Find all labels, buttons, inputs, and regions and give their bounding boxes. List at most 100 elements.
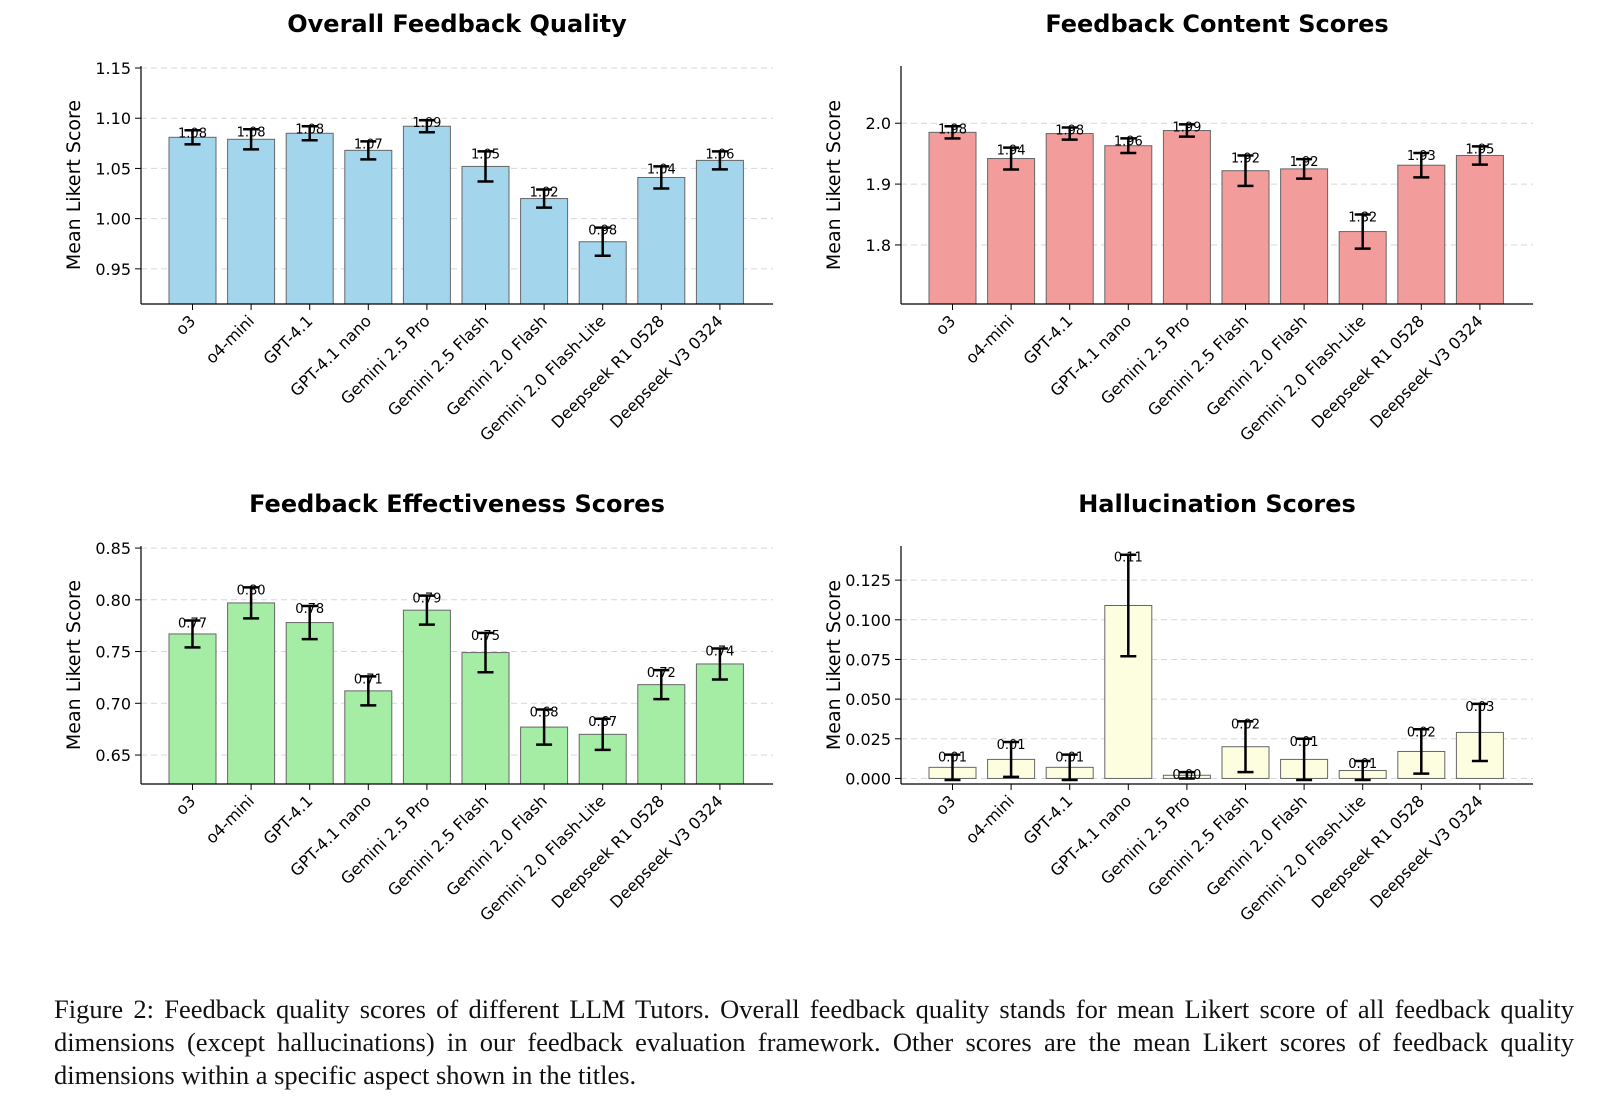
x-tick-label: o4-mini: [962, 791, 1018, 847]
chart-title: Feedback Effectiveness Scores: [249, 490, 665, 518]
y-tick-label: 0.025: [845, 730, 891, 749]
y-tick-label: 0.80: [95, 591, 131, 610]
x-tick-label: Gemini 2.0 Flash: [442, 791, 550, 899]
bar: [637, 176, 686, 305]
bar-value-label: 1.99: [1172, 120, 1201, 135]
x-tick-label: o3: [932, 791, 960, 819]
bar: [285, 622, 334, 785]
y-tick-label: 2.0: [866, 114, 891, 133]
bar-value-label: 0.01: [997, 738, 1026, 753]
bar: [987, 158, 1036, 305]
x-tick-label: o3: [932, 311, 960, 339]
bar-value-label: 0.71: [354, 672, 383, 687]
y-tick-label: 0.050: [845, 690, 891, 709]
x-tick-label: Gemini 2.5 Flash: [1144, 311, 1252, 419]
bar: [1221, 170, 1270, 305]
y-tick-label: 0.000: [845, 769, 891, 788]
y-tick-label: 0.125: [845, 571, 891, 590]
bar-value-label: 0.01: [1290, 735, 1319, 750]
bar-value-label: 1.92: [1290, 155, 1319, 170]
bar: [1455, 154, 1504, 305]
bar: [637, 684, 686, 785]
x-tick-label: Gemini 2.5 Flash: [384, 311, 492, 419]
y-axis-label: Mean Likert Score: [63, 100, 85, 270]
bar-value-label: 1.02: [530, 186, 559, 201]
chart-feedback-effectiveness-scores: Feedback Effectiveness Scores Mean Likert…: [63, 490, 773, 925]
y-tick-label: 1.05: [95, 159, 131, 178]
bar-value-label: 1.94: [997, 144, 1026, 159]
bar: [461, 652, 510, 785]
bar: [168, 136, 217, 305]
bar-value-label: 0.68: [530, 705, 559, 720]
bar-value-label: 0.77: [178, 617, 207, 632]
y-tick-label: 0.85: [95, 539, 131, 558]
bar: [695, 663, 744, 785]
bar-value-label: 0.02: [1231, 717, 1260, 732]
bar-value-label: 1.82: [1348, 211, 1377, 226]
bar-value-label: 0.78: [295, 602, 324, 617]
y-tick-label: 0.70: [95, 694, 131, 713]
y-tick-label: 0.075: [845, 650, 891, 669]
y-axis-label: Mean Likert Score: [823, 580, 845, 750]
bar: [168, 633, 217, 785]
bar: [1280, 168, 1329, 305]
x-tick-label: Deepseek V3 0324: [1366, 311, 1487, 432]
bar: [227, 602, 276, 785]
y-axis-label: Mean Likert Score: [63, 580, 85, 750]
bar-value-label: 1.08: [178, 126, 207, 141]
bar-value-label: 0.72: [647, 666, 676, 681]
x-tick-label: Deepseek R1 0528: [547, 311, 668, 432]
bar-value-label: 1.08: [295, 122, 324, 137]
x-tick-label: o4-mini: [202, 791, 258, 847]
x-tick-label: o3: [172, 791, 200, 819]
bar: [285, 132, 334, 305]
bar: [1397, 164, 1446, 305]
bar-value-label: 0.75: [471, 629, 500, 644]
bar-value-label: 0.11: [1114, 551, 1143, 566]
bar: [227, 138, 276, 305]
y-tick-label: 1.00: [95, 210, 131, 229]
bar: [695, 159, 744, 305]
bar-value-label: 1.05: [471, 147, 500, 162]
x-tick-label: Gemini 2.5 Flash: [1144, 791, 1252, 899]
x-tick-label: Deepseek R1 0528: [1307, 311, 1428, 432]
y-tick-label: 1.9: [866, 175, 891, 194]
bar-value-label: 1.04: [647, 162, 676, 177]
bar-value-label: 0.01: [938, 751, 967, 766]
bar-value-label: 0.03: [1465, 700, 1494, 715]
bar: [402, 125, 451, 305]
bar-value-label: 1.98: [1055, 123, 1084, 138]
y-tick-label: 0.100: [845, 611, 891, 630]
x-tick-label: Gemini 2.0 Flash: [1202, 311, 1310, 419]
y-tick-label: 1.15: [95, 59, 131, 78]
bar-value-label: 1.95: [1465, 142, 1494, 157]
bar-value-label: 1.98: [938, 122, 967, 137]
x-tick-label: GPT-4.1: [1020, 311, 1077, 368]
bar-value-label: 0.01: [1055, 751, 1084, 766]
chart-overall-feedback-quality: Overall Feedback Quality Mean Likert Scor…: [63, 10, 773, 445]
bar: [461, 165, 510, 305]
y-tick-label: 0.75: [95, 643, 131, 662]
chart-feedback-content-scores: Feedback Content Scores Mean Likert Score…: [823, 10, 1533, 445]
chart-title: Hallucination Scores: [1078, 490, 1356, 518]
x-tick-label: Deepseek V3 0324: [606, 311, 727, 432]
bar-value-label: 0.02: [1407, 725, 1436, 740]
bar-value-label: 0.98: [588, 224, 617, 239]
bar-value-label: 0.00: [1172, 768, 1201, 783]
y-tick-label: 0.95: [95, 260, 131, 279]
bar-value-label: 1.93: [1407, 149, 1436, 164]
bar: [402, 609, 451, 785]
x-tick-label: Gemini 2.5 Flash: [384, 791, 492, 899]
bar-value-label: 0.80: [237, 583, 266, 598]
x-tick-label: Deepseek R1 0528: [1307, 791, 1428, 912]
x-tick-label: GPT-4.1: [1020, 791, 1077, 848]
y-tick-label: 0.65: [95, 746, 131, 765]
bar-value-label: 1.92: [1231, 151, 1260, 166]
x-tick-label: Deepseek R1 0528: [547, 791, 668, 912]
bar: [1104, 145, 1153, 305]
bar-value-label: 0.74: [705, 644, 734, 659]
chart-title: Overall Feedback Quality: [287, 10, 627, 38]
x-tick-label: Deepseek V3 0324: [606, 791, 727, 912]
x-tick-label: Gemini 2.0 Flash: [1202, 791, 1310, 899]
x-tick-label: GPT-4.1: [260, 791, 317, 848]
